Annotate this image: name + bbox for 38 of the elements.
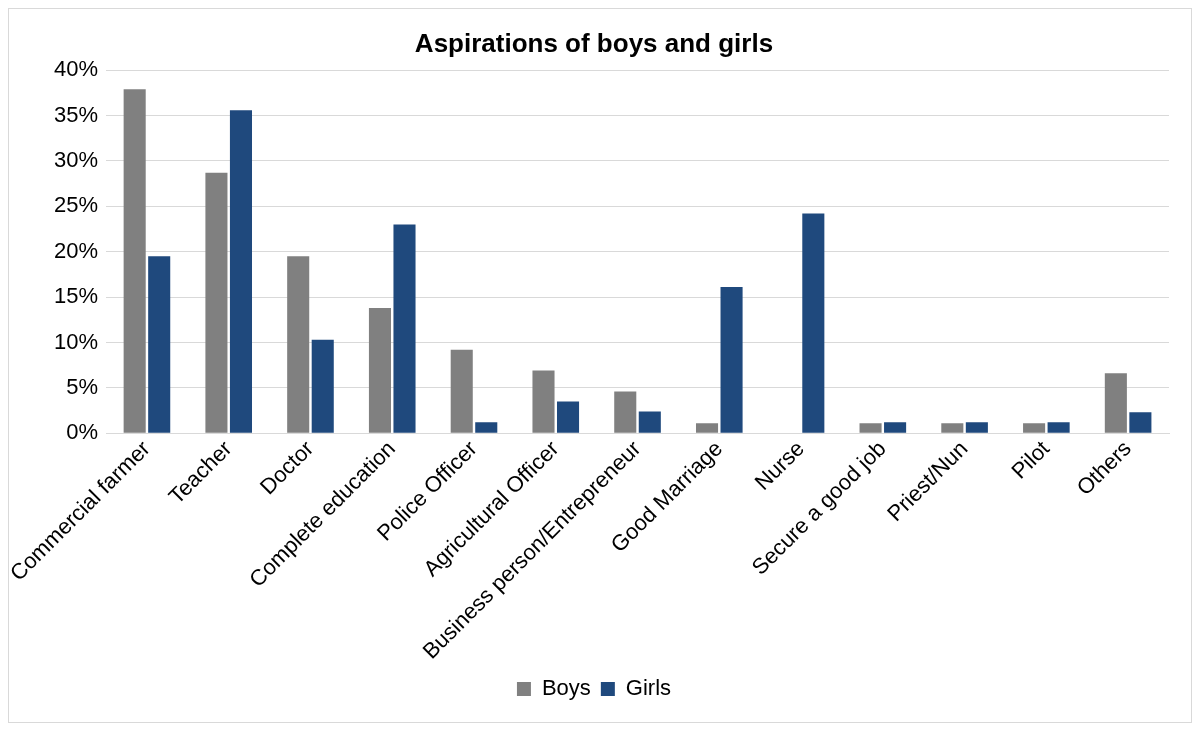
x-tick-label: Pilot (1006, 435, 1055, 484)
y-tick-label: 40% (54, 56, 99, 82)
bar (368, 307, 392, 433)
legend-label: Boys (541, 675, 591, 701)
bar (941, 423, 964, 433)
bar (859, 423, 882, 433)
bar (614, 391, 637, 433)
bar (720, 287, 743, 433)
bar (1104, 373, 1127, 433)
bar (311, 339, 334, 433)
bar (965, 422, 988, 433)
bar (1047, 422, 1070, 433)
bar (556, 401, 580, 433)
bar (393, 224, 416, 433)
bar (205, 172, 228, 433)
y-tick-label: 15% (54, 283, 99, 309)
bar (229, 110, 253, 433)
bar (638, 411, 661, 433)
y-tick-label: 25% (54, 192, 99, 218)
y-tick-label: 30% (54, 147, 99, 173)
bar (450, 349, 473, 433)
y-tick-label: 35% (54, 101, 99, 127)
y-tick-label: 5% (66, 373, 99, 399)
bar (123, 89, 146, 433)
bar (475, 422, 498, 433)
bar (1023, 423, 1046, 433)
y-tick-label: 20% (54, 237, 99, 263)
bar (287, 256, 310, 433)
bar (148, 256, 171, 433)
legend-label: Girls (625, 675, 672, 701)
bar (884, 422, 907, 433)
bar (1129, 412, 1152, 433)
y-tick-label: 10% (54, 328, 99, 354)
bar (695, 423, 719, 433)
bar (532, 370, 555, 433)
y-tick-label: 0% (66, 419, 99, 445)
chart-title: Aspirations of boys and girls (414, 27, 774, 58)
bar (802, 213, 825, 433)
